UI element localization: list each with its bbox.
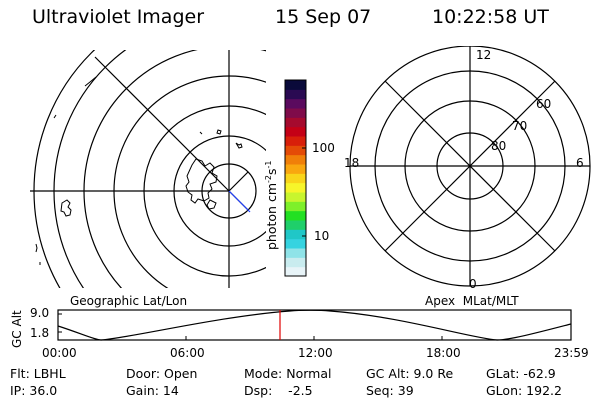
geographic-plot — [30, 50, 266, 288]
alt-x-tick-4: 23:59 — [554, 346, 589, 360]
meridian-line — [94, 56, 230, 192]
colorbar-tick-10: 10 — [314, 229, 330, 243]
colorbar-tick-100: 100 — [312, 141, 335, 155]
colorbar-stripe — [285, 154, 306, 165]
colorbar-stripe — [285, 229, 306, 240]
alt-y-bottom: 1.8 — [30, 326, 50, 340]
coastline-map — [35, 76, 243, 265]
lat-circle — [33, 50, 96, 288]
colorbar-stripe — [285, 210, 306, 221]
colorbar-stripe — [285, 257, 306, 268]
gc-alt-axis-label: GC Alt — [10, 310, 24, 348]
colorbar-stripe — [285, 117, 306, 128]
colorbar-stripe — [285, 248, 306, 258]
colorbar-stripe — [285, 238, 306, 249]
colorbar-unit-label: photon cm-2s-1 — [264, 160, 280, 250]
colorbar-stripe — [285, 173, 306, 184]
mlt-label-6: 6 — [576, 156, 584, 170]
altitude-panel — [57, 309, 572, 341]
lat-circle — [113, 75, 266, 288]
colorbar-stripe — [285, 182, 306, 193]
altitude-curve — [57, 309, 572, 341]
gain-label: Gain: 14 — [126, 383, 179, 398]
instrument-title: Ultraviolet Imager — [32, 6, 205, 28]
alt-x-tick-1: 06:00 — [170, 346, 205, 360]
color-bar — [284, 79, 307, 277]
alt-y-top: 9.0 — [30, 306, 50, 320]
glon-label: GLon: 192.2 — [486, 383, 562, 398]
mlt-polar-plot — [349, 46, 591, 287]
ip-label: IP: 36.0 — [10, 383, 58, 398]
colorbar-stripe — [285, 220, 306, 230]
alt-x-tick-3: 18:00 — [426, 346, 461, 360]
colorbar-stripe — [285, 98, 306, 109]
colorbar-stripe — [285, 164, 306, 174]
mlat-label-80: 80 — [491, 139, 507, 153]
mlt-label-12: 12 — [476, 48, 492, 62]
gc-alt-label: GC Alt: 9.0 Re — [366, 366, 454, 381]
meridian-line — [228, 171, 249, 192]
date-label: 15 Sep 07 — [275, 6, 372, 28]
alt-x-tick-2: 12:00 — [298, 346, 333, 360]
colorbar-stripe — [285, 89, 306, 100]
lat-circle — [83, 50, 266, 288]
mlat-label-70: 70 — [512, 119, 528, 133]
terminator-line — [228, 190, 251, 213]
mode-label: Mode: Normal — [244, 366, 332, 381]
colorbar-stripe — [285, 266, 306, 277]
colorbar-stripe — [285, 108, 306, 118]
colorbar-stripe — [285, 201, 306, 212]
flt-label: Flt: LBHL — [10, 366, 66, 381]
seq-label: Seq: 39 — [366, 383, 414, 398]
colorbar-stripe — [285, 80, 306, 90]
alt-x-tick-0: 00:00 — [42, 346, 77, 360]
door-label: Door: Open — [126, 366, 198, 381]
colorbar-stripe — [285, 145, 306, 156]
geographic-caption: Geographic Lat/Lon — [70, 294, 188, 308]
time-label: 10:22:58 UT — [432, 6, 549, 28]
dsp-label: Dsp: -2.5 — [244, 383, 313, 398]
apex-caption: Apex MLat/MLT — [425, 294, 519, 308]
colorbar-stripe — [285, 192, 306, 202]
glat-label: GLat: -62.9 — [486, 366, 556, 381]
mlt-label-0: 0 — [469, 277, 477, 291]
colorbar-stripe — [285, 136, 306, 146]
mlt-line — [384, 80, 556, 252]
colorbar-stripe — [285, 126, 306, 137]
mlt-label-18: 18 — [344, 156, 360, 170]
mlat-label-60: 60 — [536, 97, 552, 111]
